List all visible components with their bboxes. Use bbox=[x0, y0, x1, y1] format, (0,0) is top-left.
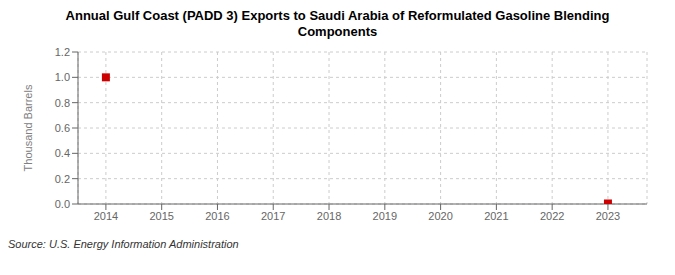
svg-text:Thousand Barrels: Thousand Barrels bbox=[22, 84, 34, 171]
html-text:Annual Gulf Coast (PADD 3) Exp: Annual Gulf Coast (PADD 3) Exports to Sa… bbox=[65, 8, 610, 23]
svg-text:2017: 2017 bbox=[261, 210, 285, 222]
svg-text:1.0: 1.0 bbox=[55, 71, 70, 83]
svg-text:2015: 2015 bbox=[149, 210, 173, 222]
svg-text:2014: 2014 bbox=[94, 210, 118, 222]
svg-text:0.4: 0.4 bbox=[55, 147, 70, 159]
svg-text:1.2: 1.2 bbox=[55, 46, 70, 58]
svg-text:2019: 2019 bbox=[373, 210, 397, 222]
svg-text:0.6: 0.6 bbox=[55, 122, 70, 134]
html-text:Source: U.S. Energy Informatio: Source: U.S. Energy Information Administ… bbox=[8, 238, 239, 250]
svg-text:2021: 2021 bbox=[484, 210, 508, 222]
svg-text:0.8: 0.8 bbox=[55, 97, 70, 109]
html-text:Components: Components bbox=[297, 24, 378, 39]
svg-text:2016: 2016 bbox=[205, 210, 229, 222]
svg-text:0.2: 0.2 bbox=[55, 173, 70, 185]
svg-text:2020: 2020 bbox=[428, 210, 452, 222]
svg-text:0.0: 0.0 bbox=[55, 198, 70, 210]
svg-text:2023: 2023 bbox=[596, 210, 620, 222]
svg-text:2022: 2022 bbox=[540, 210, 564, 222]
svg-text:2018: 2018 bbox=[317, 210, 341, 222]
